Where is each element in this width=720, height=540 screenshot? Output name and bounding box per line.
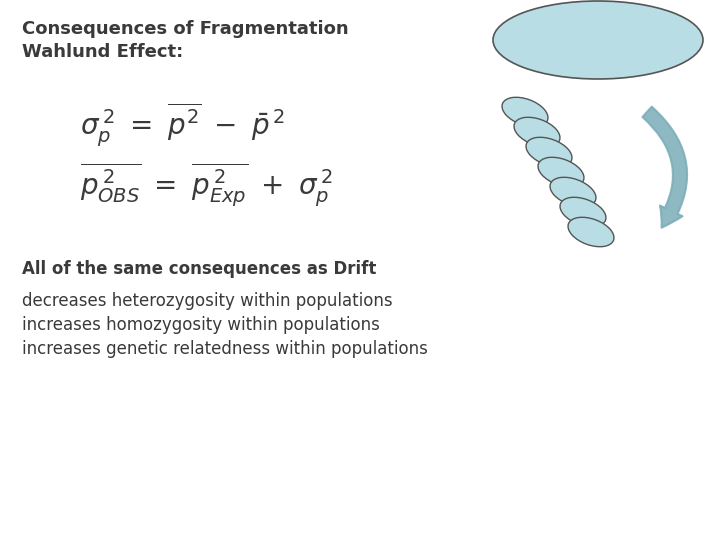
Ellipse shape — [502, 97, 548, 127]
Text: increases homozygosity within populations: increases homozygosity within population… — [22, 316, 380, 334]
Ellipse shape — [568, 217, 614, 247]
Text: increases genetic relatedness within populations: increases genetic relatedness within pop… — [22, 340, 428, 358]
Text: Consequences of Fragmentation: Consequences of Fragmentation — [22, 20, 348, 38]
Text: $\overline{p^{\,2}_{OBS}}\ =\ \overline{p^{\,2}_{Exp}}\ +\ \sigma_p^{\,2}$: $\overline{p^{\,2}_{OBS}}\ =\ \overline{… — [80, 160, 333, 208]
Text: $\sigma_p^{\,2}\ =\ \overline{p^2}\ -\ \bar{p}^{\,2}$: $\sigma_p^{\,2}\ =\ \overline{p^2}\ -\ \… — [80, 100, 285, 149]
Text: All of the same consequences as Drift: All of the same consequences as Drift — [22, 260, 377, 278]
Ellipse shape — [514, 117, 560, 147]
FancyArrowPatch shape — [642, 107, 687, 228]
Ellipse shape — [493, 1, 703, 79]
Ellipse shape — [550, 177, 596, 207]
Text: Wahlund Effect:: Wahlund Effect: — [22, 43, 184, 61]
Ellipse shape — [560, 197, 606, 227]
Ellipse shape — [538, 157, 584, 187]
Ellipse shape — [526, 137, 572, 167]
Text: decreases heterozygosity within populations: decreases heterozygosity within populati… — [22, 292, 392, 310]
